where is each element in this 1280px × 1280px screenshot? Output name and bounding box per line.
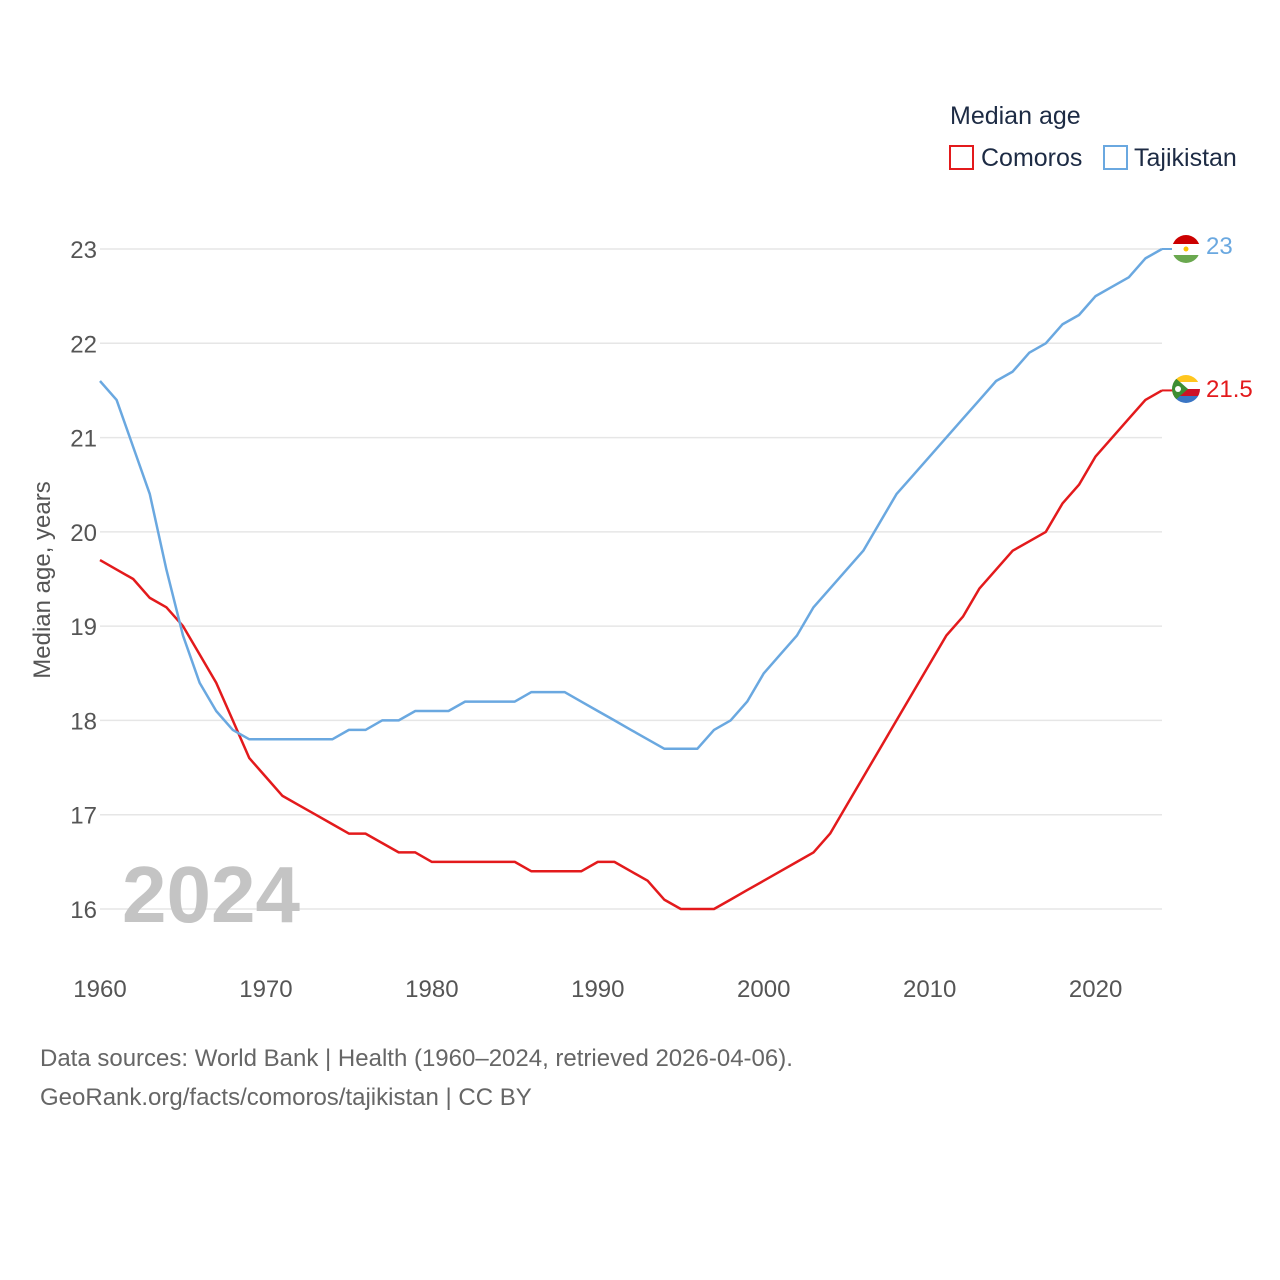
y-tick-19: 19 xyxy=(70,614,97,641)
y-axis-label: Median age, years xyxy=(29,481,56,678)
series-line-comoros xyxy=(99,389,1163,911)
x-tick-1990: 1990 xyxy=(571,976,624,1003)
x-tick-1970: 1970 xyxy=(239,976,292,1003)
footer-link[interactable]: GeoRank.org/facts/comoros/tajikistan | C… xyxy=(40,1084,532,1111)
x-tick-2010: 2010 xyxy=(903,976,956,1003)
series-line-tajikistan xyxy=(99,247,1163,750)
legend-item-comoros[interactable]: Comoros xyxy=(949,144,1082,172)
y-tick-18: 18 xyxy=(70,708,97,735)
legend-label-tajikistan: Tajikistan xyxy=(1134,144,1237,172)
y-tick-16: 16 xyxy=(70,897,97,924)
y-tick-21: 21 xyxy=(70,426,97,453)
end-label-tajikistan: 23 xyxy=(1206,233,1233,260)
year-watermark: 2024 xyxy=(122,850,300,939)
legend-swatch-comoros xyxy=(949,145,974,170)
x-tick-1960: 1960 xyxy=(73,976,126,1003)
y-tick-22: 22 xyxy=(70,331,97,358)
series-lines xyxy=(99,247,1172,911)
legend-title: Median age xyxy=(950,102,1081,130)
x-tick-1980: 1980 xyxy=(405,976,458,1003)
x-tick-2020: 2020 xyxy=(1069,976,1122,1003)
y-tick-17: 17 xyxy=(70,803,97,830)
legend-label-comoros: Comoros xyxy=(981,144,1082,172)
legend-swatch-tajikistan xyxy=(1103,145,1128,170)
legend-item-tajikistan[interactable]: Tajikistan xyxy=(1103,144,1237,172)
line-chart: Median age Comoros Tajikistan 16 17 18 19 20… xyxy=(29,102,1253,1003)
x-tick-2000: 2000 xyxy=(737,976,790,1003)
end-label-comoros: 21.5 xyxy=(1206,376,1253,403)
x-axis-ticks: 1960 1970 1980 1990 2000 2010 2020 xyxy=(73,976,1122,1003)
y-axis-ticks: 16 17 18 19 20 21 22 23 xyxy=(70,237,97,924)
comoros-flag-icon xyxy=(1172,375,1200,403)
y-tick-20: 20 xyxy=(70,520,97,547)
tajikistan-flag-icon xyxy=(1172,235,1200,263)
footer-sources: Data sources: World Bank | Health (1960–… xyxy=(40,1045,793,1072)
gridlines xyxy=(100,248,1162,910)
y-tick-23: 23 xyxy=(70,237,97,264)
